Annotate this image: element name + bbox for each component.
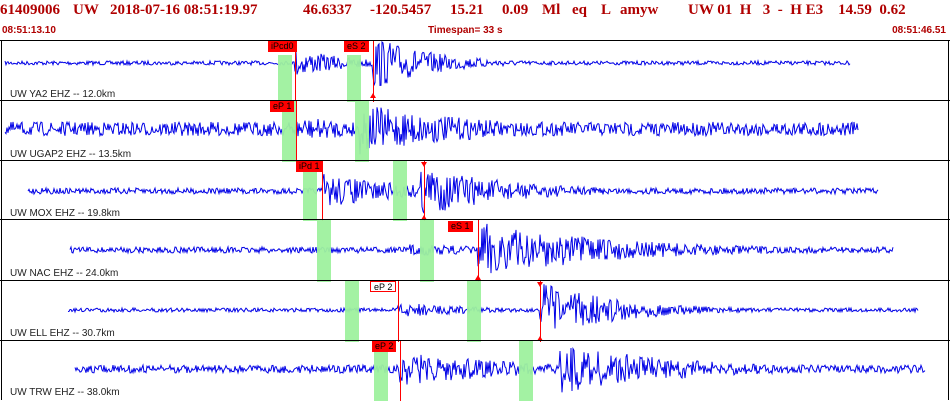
- p-window-marker: [374, 341, 388, 401]
- event-magnitude: 0.09: [502, 2, 529, 18]
- station-label: UW NAC EHZ -- 24.0km: [10, 268, 119, 279]
- waveform-line: [27, 171, 879, 214]
- p-window-marker: [282, 101, 296, 162]
- s-window-marker: [355, 101, 369, 162]
- s-window-marker: [393, 161, 407, 221]
- network-code: UW: [73, 2, 99, 18]
- timespan-label: Timespan= 33 s: [428, 25, 503, 36]
- waveform-trace: [27, 171, 879, 214]
- waveform-trace: [4, 107, 859, 155]
- time-axis-row: 08:51:13.10 Timespan= 33 s 08:51:46.51: [0, 24, 950, 38]
- station-label: UW TRW EHZ -- 38.0km: [10, 387, 120, 398]
- station-label: UW ELL EHZ -- 30.7km: [10, 328, 115, 339]
- event-longitude: -120.5457: [370, 2, 432, 18]
- pick-line[interactable]: [373, 41, 374, 102]
- s-window-marker: [519, 341, 533, 401]
- pick-line[interactable]: [400, 341, 401, 401]
- waveform-line: [4, 107, 859, 155]
- s-window-marker: [420, 220, 434, 282]
- p-window-marker: [345, 281, 359, 342]
- event-depth: 15.21: [450, 2, 484, 18]
- pick-marker-icon: [537, 336, 543, 341]
- event-author: amyw: [620, 2, 659, 18]
- s-window-marker: [467, 281, 481, 342]
- pick-label[interactable]: eP 2: [372, 341, 397, 352]
- waveform-trace: [67, 284, 919, 329]
- seismogram-panel-ugap2[interactable]: eP 1 UW UGAP2 EHZ -- 13.5km: [0, 100, 950, 162]
- seismogram-panel-mox[interactable]: iPd 1 UW MOX EHZ -- 19.8km: [0, 160, 950, 221]
- pick-marker-icon: [537, 282, 543, 287]
- station-label: UW YA2 EHZ -- 12.0km: [10, 89, 116, 100]
- waveform-line: [4, 41, 851, 86]
- waveform-trace: [74, 346, 926, 393]
- station-label: UW MOX EHZ -- 19.8km: [10, 208, 121, 219]
- event-flags: L: [601, 2, 612, 18]
- s-window-marker: [347, 55, 361, 102]
- pick-label[interactable]: eS 2: [344, 41, 369, 52]
- pick-line[interactable]: [540, 281, 541, 342]
- event-latitude: 46.6337: [303, 2, 352, 18]
- pick-line[interactable]: [322, 161, 323, 221]
- waveform-trace: [4, 41, 851, 86]
- event-datetime: 2018-07-16 08:51:19.97: [110, 2, 258, 18]
- pick-marker-icon: [421, 215, 427, 220]
- pick-label[interactable]: iPd 1: [296, 161, 323, 172]
- pick-line[interactable]: [295, 41, 296, 102]
- pick-line[interactable]: [424, 161, 425, 221]
- p-window-marker: [278, 55, 292, 102]
- seismogram-panel-trw[interactable]: eP 2 UW TRW EHZ -- 38.0km: [0, 340, 950, 401]
- pick-line[interactable]: [296, 101, 297, 162]
- solution-info: UW 01 H 3 - H E3 14.59 0.62: [688, 2, 906, 18]
- pick-marker-icon: [421, 162, 427, 167]
- event-type: eq: [572, 2, 587, 18]
- station-label: UW UGAP2 EHZ -- 13.5km: [10, 149, 132, 160]
- event-id: 61409006: [0, 2, 60, 18]
- waveform-line: [67, 284, 919, 329]
- magnitude-type: Ml: [542, 2, 561, 18]
- p-window-marker: [303, 161, 317, 221]
- pick-label[interactable]: eP 1: [270, 101, 295, 112]
- waveform-trace: [69, 223, 894, 274]
- p-window-marker: [317, 220, 331, 282]
- seismogram-panel-ell[interactable]: eP 2 UW ELL EHZ -- 30.7km: [0, 280, 950, 342]
- pick-line[interactable]: [398, 281, 399, 342]
- pick-label[interactable]: eS 1: [448, 221, 473, 232]
- waveform-line: [74, 346, 926, 393]
- event-summary-header: 61409006 UW 2018-07-16 08:51:19.97 46.63…: [0, 0, 950, 22]
- pick-label[interactable]: eP 2: [370, 281, 397, 292]
- pick-label[interactable]: iPcd0: [268, 41, 297, 52]
- pick-marker-icon: [370, 93, 376, 98]
- waveform-line: [69, 223, 894, 274]
- end-time: 08:51:46.51: [892, 25, 946, 36]
- seismogram-panel-ya2[interactable]: iPcd0 eS 2 UW YA2 EHZ -- 12.0km: [0, 40, 950, 102]
- pick-marker-icon: [475, 275, 481, 280]
- pick-line[interactable]: [478, 220, 479, 282]
- seismogram-panel-nac[interactable]: eS 1 UW NAC EHZ -- 24.0km: [0, 219, 950, 282]
- start-time: 08:51:13.10: [2, 25, 56, 36]
